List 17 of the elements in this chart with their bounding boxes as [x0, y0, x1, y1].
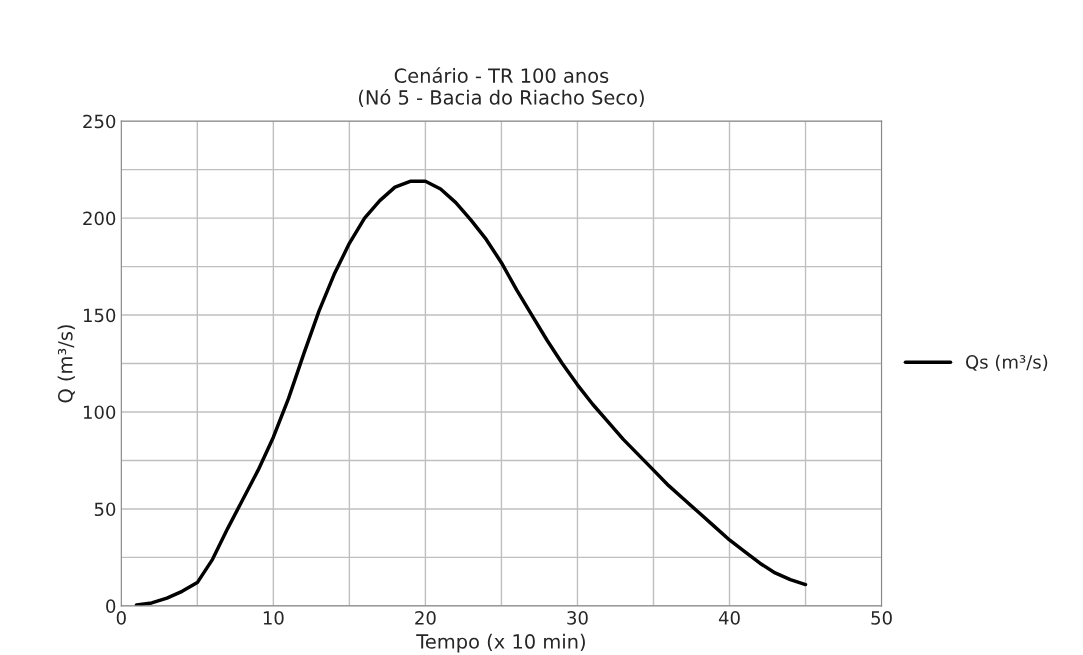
y-tick-label: 100 [83, 405, 116, 420]
y-tick-label: 250 [83, 114, 116, 129]
x-tick-label: 40 [718, 611, 740, 625]
legend-label: Qs (m³/s) [966, 354, 1048, 371]
x-tick-label: 20 [415, 611, 436, 625]
y-tick-label: 50 [94, 502, 116, 517]
x-tick-label: 50 [871, 611, 892, 625]
y-tick-label: 200 [83, 211, 116, 226]
line-series [134, 179, 808, 606]
x-tick-label: 0 [116, 611, 126, 625]
chart-title: Cenário - TR 100 anos (Nó 5 - Bacia do Riacho Seco) [358, 67, 644, 108]
y-tick-label: 0 [106, 599, 116, 613]
y-axis-title: Q (m³/s) [57, 325, 75, 403]
x-tick-label: 30 [567, 611, 588, 625]
x-tick-label: 10 [263, 611, 284, 625]
x-axis-title: Tempo (x 10 min) [416, 633, 585, 653]
y-tick-label: 150 [83, 308, 116, 323]
